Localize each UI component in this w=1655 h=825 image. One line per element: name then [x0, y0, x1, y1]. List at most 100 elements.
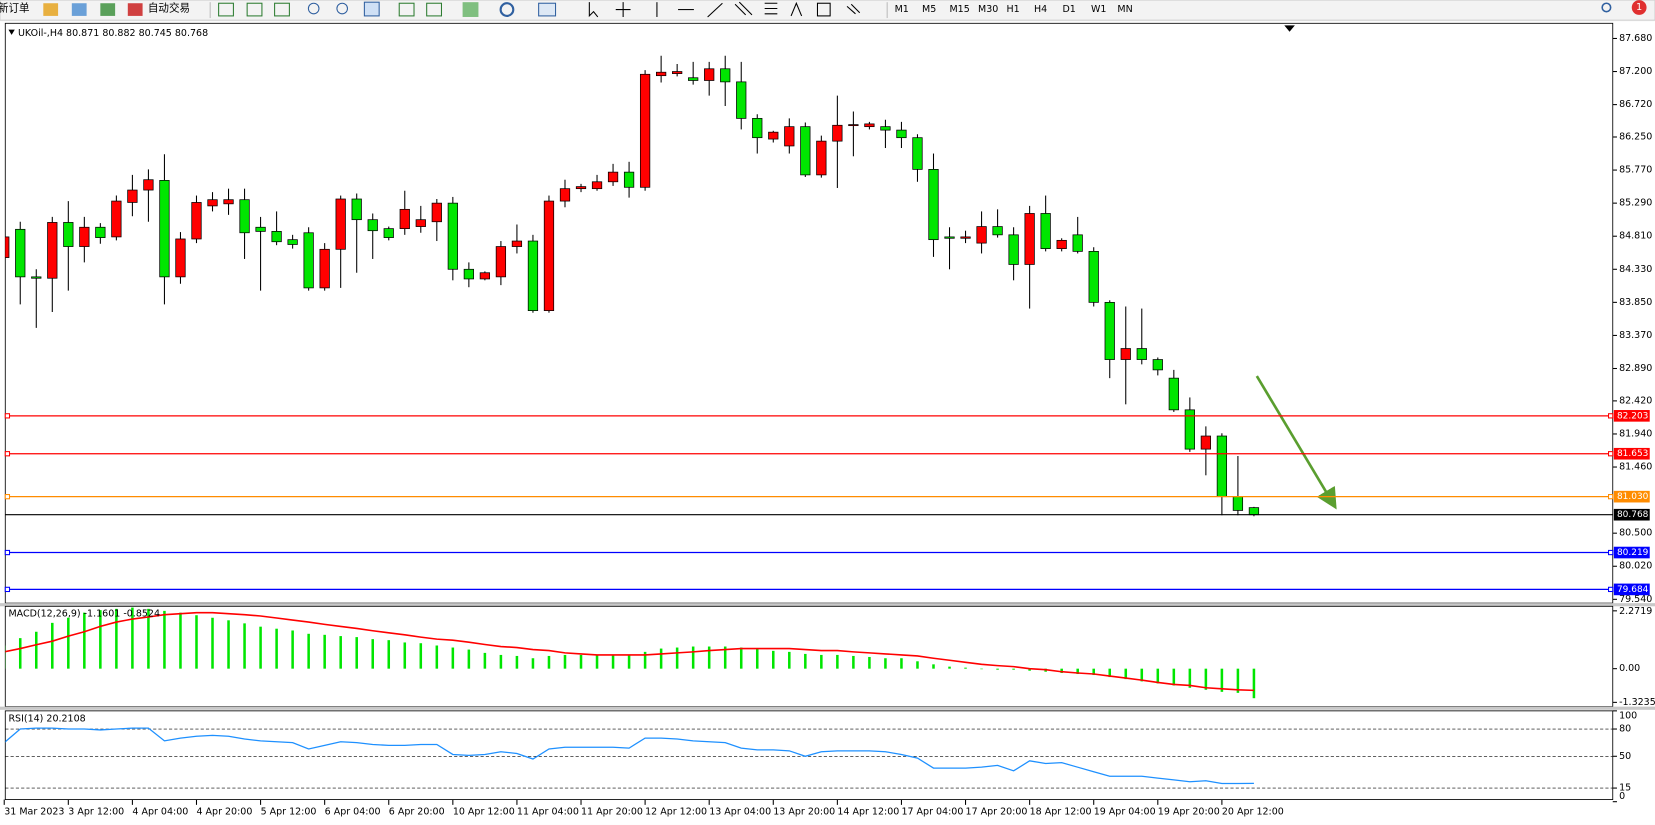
- candle-body: [607, 171, 619, 183]
- label-icon[interactable]: [816, 2, 831, 17]
- candle-body: [1232, 496, 1244, 511]
- y-tick-label: 87.680: [1619, 33, 1652, 44]
- candle-body: [47, 222, 58, 279]
- candle-body: [672, 71, 683, 74]
- candle-body: [319, 248, 330, 289]
- close-value: 80.768: [175, 27, 208, 38]
- macd-bar: [195, 615, 198, 669]
- icon[interactable]: [426, 2, 443, 17]
- timeframe-button[interactable]: M30: [978, 4, 998, 15]
- cursor-icon[interactable]: [588, 2, 599, 18]
- y-tick-label: 86.720: [1619, 99, 1652, 110]
- candle-body: [1248, 507, 1260, 516]
- y-tick-label: 79.540: [1619, 594, 1652, 605]
- channel-icon[interactable]: [734, 1, 753, 16]
- macd-bar: [595, 654, 599, 669]
- macd-bar: [387, 640, 391, 669]
- macd-bar: [227, 620, 230, 669]
- timeframe-button[interactable]: D1: [1062, 4, 1075, 15]
- new-order[interactable]: 新订单: [0, 2, 30, 15]
- macd-bar: [932, 664, 935, 669]
- icon[interactable]: [246, 2, 263, 17]
- candle-body: [383, 228, 394, 238]
- macd-bar: [563, 654, 567, 669]
- macd-bar: [1172, 668, 1176, 686]
- macd-bar: [99, 610, 102, 669]
- autotrade[interactable]: 自动交易: [148, 2, 190, 15]
- timeframe-button[interactable]: M15: [949, 4, 969, 15]
- icon[interactable]: [218, 2, 234, 17]
- icon[interactable]: [462, 2, 479, 17]
- icon[interactable]: [43, 3, 59, 16]
- fibo-icon[interactable]: [764, 2, 778, 15]
- crosshair-icon[interactable]: [615, 2, 631, 17]
- panel-separator: [0, 706, 1655, 710]
- macd-bar: [707, 646, 711, 669]
- candle-body: [816, 140, 827, 176]
- candle-body: [63, 222, 74, 247]
- candle-body: [239, 199, 250, 234]
- zoom-in[interactable]: [307, 2, 320, 15]
- icon[interactable]: [499, 2, 515, 17]
- macd-bar: [579, 654, 583, 669]
- icon[interactable]: [100, 3, 116, 16]
- candle-body: [399, 208, 410, 230]
- x-tick-label: 6 Apr 04:00: [325, 807, 381, 818]
- level-anchor: [4, 451, 11, 457]
- rsi-plot: [5, 727, 1613, 789]
- candle-body: [623, 171, 635, 188]
- level-anchor: [4, 413, 11, 419]
- icon[interactable]: [538, 2, 557, 17]
- badge[interactable]: [1631, 0, 1647, 15]
- x-tick-label: 17 Apr 20:00: [966, 807, 1028, 818]
- autotrade-icon[interactable]: [127, 3, 143, 16]
- candle-body: [1184, 409, 1195, 450]
- candle-body: [912, 137, 923, 170]
- macd-bar: [1028, 668, 1031, 671]
- icon[interactable]: [71, 3, 87, 16]
- y-tick-label: 85.770: [1619, 165, 1652, 176]
- timeframe-button[interactable]: W1: [1091, 4, 1106, 15]
- text-icon[interactable]: [790, 1, 803, 17]
- timeframe-button[interactable]: MN: [1117, 4, 1132, 15]
- y-tick-label: 80.500: [1619, 528, 1652, 539]
- shapes-icon[interactable]: [846, 3, 861, 15]
- macd-bar: [1108, 668, 1112, 678]
- macd-bar: [1060, 668, 1063, 674]
- candle-body: [271, 231, 282, 243]
- rsi-line: [5, 727, 1254, 785]
- zoom-out[interactable]: [336, 2, 349, 15]
- level-anchor: [4, 586, 11, 593]
- trendline-icon[interactable]: [707, 2, 723, 18]
- candle-body: [223, 199, 234, 205]
- timeframe-button[interactable]: H4: [1034, 4, 1047, 15]
- symbol: UKOil-,H4: [18, 27, 63, 38]
- candle-body: [944, 236, 955, 239]
- timeframe-button[interactable]: M1: [895, 4, 909, 15]
- level-label-box: [1613, 447, 1650, 460]
- x-tick-label: 20 Apr 12:00: [1222, 807, 1284, 818]
- search-icon[interactable]: [1601, 2, 1612, 13]
- macd-bar: [5, 645, 6, 669]
- candle-body: [143, 179, 154, 191]
- x-tick-label: 11 Apr 20:00: [581, 807, 643, 818]
- panel-separator: [0, 603, 1655, 607]
- macd-bar: [675, 647, 679, 669]
- macd-bar: [1092, 668, 1095, 676]
- timeframe-button[interactable]: M5: [922, 4, 936, 15]
- icon[interactable]: [363, 1, 380, 17]
- x-tick-label: 17 Apr 04:00: [901, 807, 963, 818]
- macd-bar: [820, 654, 823, 669]
- y-tick-label: 81.460: [1619, 462, 1652, 473]
- icon[interactable]: [274, 2, 290, 17]
- y-tick-label: 84.810: [1619, 231, 1652, 242]
- icon[interactable]: [398, 2, 415, 17]
- timeframe-button[interactable]: H1: [1007, 4, 1020, 15]
- level-label-box: [1613, 410, 1650, 422]
- candle-body: [287, 239, 298, 245]
- macd-bar: [451, 647, 455, 669]
- candle-body: [752, 118, 763, 139]
- macd-title: MACD(12,26,9): [8, 608, 80, 619]
- candle-body: [463, 268, 474, 280]
